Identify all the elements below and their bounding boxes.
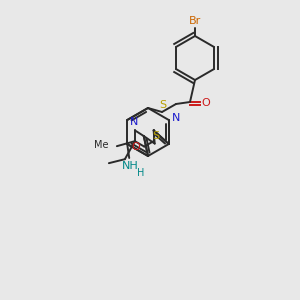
- Text: N: N: [172, 113, 180, 123]
- Text: Br: Br: [189, 16, 201, 26]
- Text: H: H: [136, 168, 144, 178]
- Text: Me: Me: [94, 140, 109, 150]
- Text: S: S: [152, 130, 159, 141]
- Text: N: N: [130, 117, 138, 127]
- Text: S: S: [159, 100, 167, 110]
- Text: NH: NH: [122, 161, 139, 171]
- Text: O: O: [202, 98, 210, 109]
- Text: O: O: [131, 142, 140, 152]
